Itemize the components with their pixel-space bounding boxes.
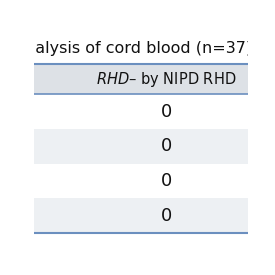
FancyBboxPatch shape <box>34 199 248 233</box>
FancyBboxPatch shape <box>34 64 248 94</box>
FancyBboxPatch shape <box>34 129 248 164</box>
FancyBboxPatch shape <box>34 164 248 199</box>
Text: nalysis of cord blood (n=37): nalysis of cord blood (n=37) <box>25 41 252 56</box>
Text: 0: 0 <box>161 103 172 121</box>
FancyBboxPatch shape <box>34 94 248 129</box>
Text: 0: 0 <box>161 207 172 225</box>
Text: 0: 0 <box>161 172 172 190</box>
Text: 0: 0 <box>161 138 172 155</box>
Text: $\it{RHD}$– by NIPD RHD: $\it{RHD}$– by NIPD RHD <box>96 70 237 89</box>
FancyBboxPatch shape <box>34 33 248 64</box>
